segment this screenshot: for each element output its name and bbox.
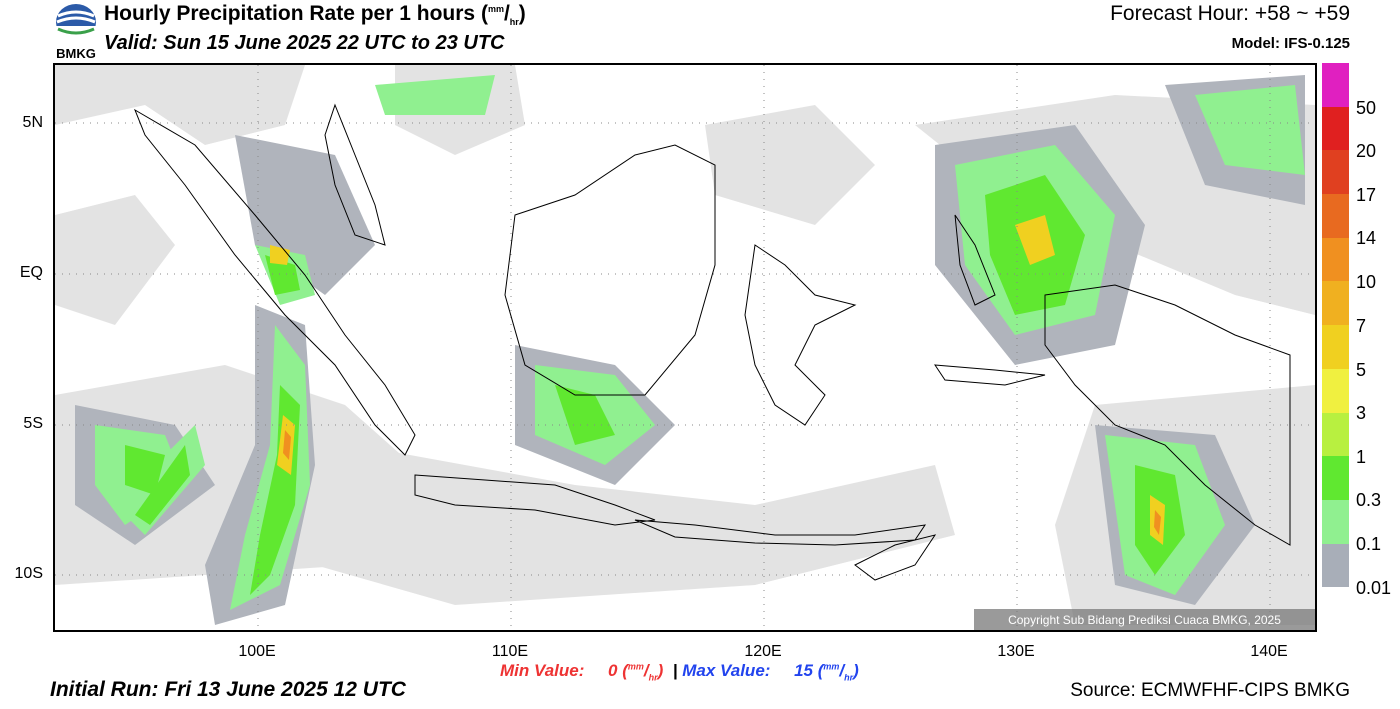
max-unit-den: hr [844,672,854,683]
colorbar-swatch-50-plus [1322,63,1349,107]
min-label: Min Value: [500,661,585,680]
colorbar-label-7: 7 [1356,316,1367,336]
colorbar-label-14: 14 [1356,228,1377,248]
colorbar-label-50: 50 [1356,98,1377,118]
map-canvas [55,65,1315,630]
lat-label-5n: 5N [22,114,43,131]
java-coast [414,474,656,526]
colorbar-swatch-7-10 [1322,281,1349,326]
colorbar-label-0.01: 0.01 [1356,578,1392,598]
chart-title: Hourly Precipitation Rate per 1 hours (m… [104,2,526,27]
unit-num: mm [487,4,504,14]
initial-run: Initial Run: Fri 13 June 2025 12 UTC [50,678,406,701]
unit-den: hr [509,17,519,28]
coastlines [133,103,1291,581]
colorbar-label-10: 10 [1356,272,1377,292]
colorbar-swatch-0.1-0.3 [1322,499,1349,544]
new-guinea-coast [1044,284,1291,546]
max-value: 15 [794,661,813,680]
stats-separator: | [672,661,678,680]
borneo-coast [504,144,716,396]
max-value-group: Max Value: 15 (mm/hr) [682,661,859,683]
colorbar-label-0.1: 0.1 [1356,534,1382,554]
colorbar [1322,63,1349,588]
lon-label-120e: 120E [744,643,782,660]
colorbar-swatch-1-3 [1322,412,1349,457]
bmkg-logo-icon [52,2,100,60]
map-gridlines [55,65,1315,630]
min-unit-num: mm [627,661,644,672]
min-max-values: Min Value: 0 (mm/hr) | Max Value: 15 (mm… [500,661,859,682]
colorbar-swatch-0.3-1 [1322,456,1349,500]
lat-label-eq: EQ [19,264,43,281]
min-value-group: Min Value: 0 (mm/hr) [500,661,669,683]
title-text: Hourly Precipitation Rate per 1 hours [104,2,476,25]
malay-peninsula-coast [324,103,386,246]
colorbar-label-20: 20 [1356,141,1377,161]
max-label: Max Value: [682,661,771,680]
lon-label-100e: 100E [238,643,276,660]
nusa-tenggara-coast [634,519,927,546]
min-unit-den: hr [648,672,658,683]
min-value: 0 [608,661,618,680]
colorbar-label-3: 3 [1356,403,1367,423]
lon-label-140e: 140E [1250,643,1288,660]
lon-label-130e: 130E [997,643,1035,660]
forecast-hour: Forecast Hour: +58 ~ +59 [1110,2,1350,25]
colorbar-swatch-20-50 [1322,106,1349,151]
logo-text: BMKG [56,46,96,61]
copyright-notice: Copyright Sub Bidang Prediksi Cuaca BMKG… [974,609,1315,630]
valid-time: Valid: Sun 15 June 2025 22 UTC to 23 UTC [104,32,505,54]
model-name: Model: IFS-0.125 [1231,35,1350,52]
max-unit-num: mm [823,661,840,672]
lat-label-10s: 10S [14,565,43,582]
colorbar-swatch-14-17 [1322,194,1349,238]
sulawesi-coast [744,244,857,426]
colorbar-swatch-10-14 [1322,237,1349,282]
timor-coast [854,534,937,581]
colorbar-swatch-5-7 [1322,325,1349,369]
lon-label-110e: 110E [491,643,529,660]
colorbar-swatch-3-5 [1322,368,1349,413]
colorbar-swatch-17-20 [1322,150,1349,195]
colorbar-label-1: 1 [1356,447,1367,467]
colorbar-swatch-0.01-0.1 [1322,543,1349,588]
colorbar-label-17: 17 [1356,185,1377,205]
lat-label-5s: 5S [23,415,43,432]
seram-coast [934,364,1046,386]
sumatra-coast [133,108,416,456]
title-unit: (mm/hr) [480,2,526,28]
halmahera-coast [954,214,996,306]
precip-orange [283,430,1161,535]
colorbar-label-0.3: 0.3 [1356,490,1382,510]
source-text: Source: ECMWFHF-CIPS BMKG [1070,680,1350,701]
precipitation-map[interactable]: Copyright Sub Bidang Prediksi Cuaca BMKG… [53,63,1317,632]
colorbar-label-5: 5 [1356,360,1367,380]
